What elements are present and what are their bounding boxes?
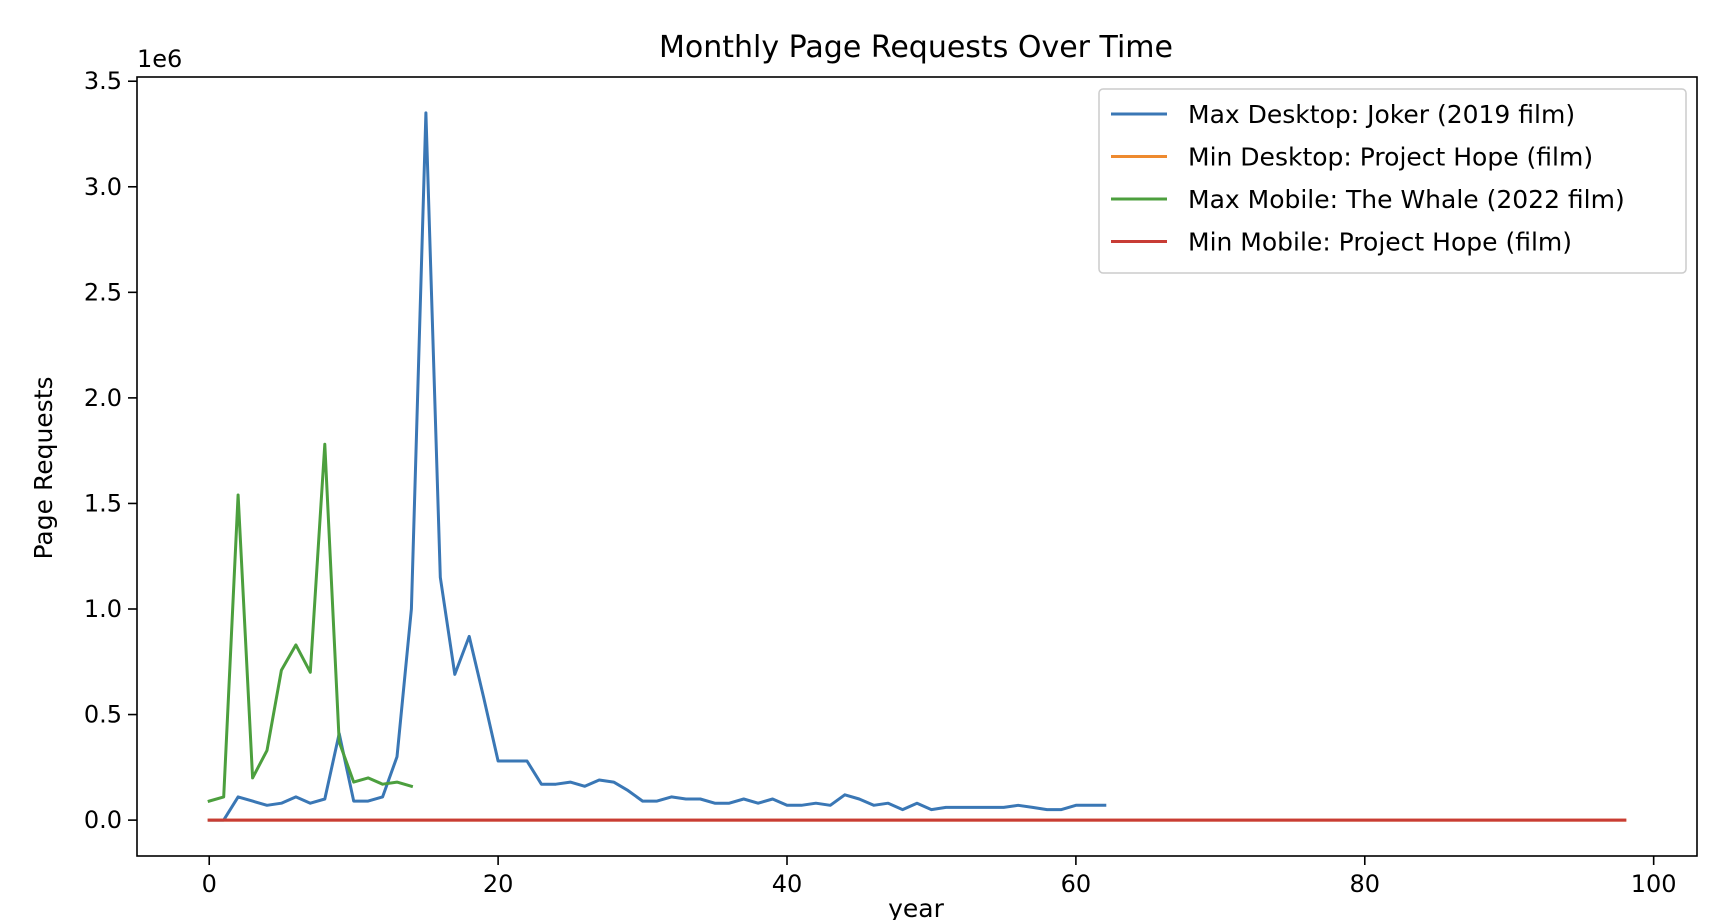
legend-label: Min Mobile: Project Hope (film) [1188,228,1572,257]
y-tick-label: 1.5 [84,489,122,517]
y-axis-label: Page Requests [29,376,58,559]
series-line-max-mobile-the-whale-2022-film [207,442,414,803]
x-tick-label: 20 [483,870,514,898]
legend-label: Max Desktop: Joker (2019 film) [1188,100,1575,129]
legend-box [1098,88,1687,274]
y-tick-label: 0.0 [84,806,122,834]
x-tick-label: 0 [202,870,217,898]
y-axis-multiplier: 1e6 [137,45,182,73]
legend: Max Desktop: Joker (2019 film) Min Deskto… [1098,88,1687,274]
plot-frame [136,76,1698,857]
x-tick-label: 80 [1350,870,1381,898]
y-tick-label: 2.0 [84,384,122,412]
legend-label: Max Mobile: The Whale (2022 film) [1188,185,1625,214]
y-tick-label: 1.0 [84,595,122,623]
series-layer [207,111,1627,822]
legend-label: Min Desktop: Project Hope (film) [1188,143,1593,172]
x-axis-label: year [888,894,944,920]
chart-title: Monthly Page Requests Over Time [659,30,1173,65]
x-tick-label: 40 [772,870,803,898]
x-axis-ticks: 0 20 40 60 80 100 [202,856,1677,898]
y-tick-label: 3.5 [84,67,122,95]
y-tick-label: 3.0 [84,173,122,201]
y-axis-ticks: 0.0 0.5 1.0 1.5 2.0 2.5 3.0 3.5 [84,67,137,834]
y-tick-label: 2.5 [84,278,122,306]
x-tick-label: 100 [1631,870,1677,898]
x-tick-label: 60 [1061,870,1092,898]
series-line-max-desktop-joker-2019-film [207,111,1107,822]
y-tick-label: 0.5 [84,701,122,729]
